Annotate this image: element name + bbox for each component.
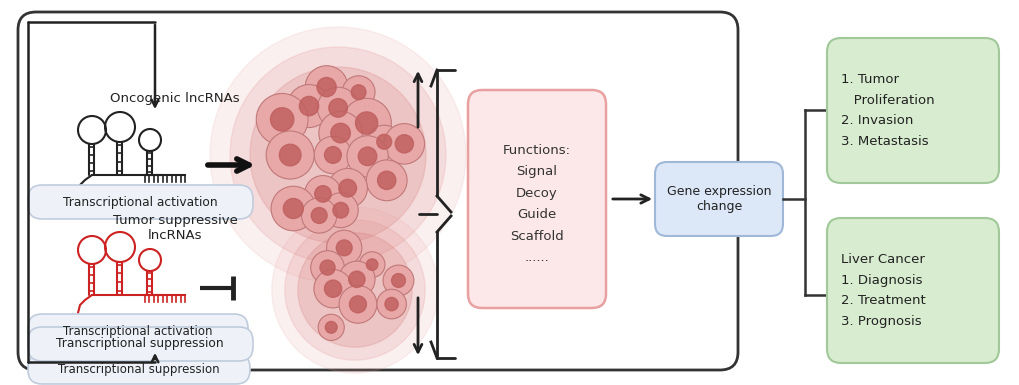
Circle shape (346, 136, 388, 177)
Circle shape (366, 160, 407, 201)
Text: 1. Tumor
   Proliferation
2. Invasion
3. Metastasis: 1. Tumor Proliferation 2. Invasion 3. Me… (841, 73, 933, 148)
Circle shape (271, 207, 438, 373)
Circle shape (266, 131, 314, 179)
Circle shape (384, 124, 424, 164)
Circle shape (317, 77, 336, 97)
Circle shape (324, 280, 341, 297)
Circle shape (384, 298, 397, 311)
Circle shape (283, 199, 303, 219)
Circle shape (328, 169, 367, 208)
Text: Oncogenic lncRNAs: Oncogenic lncRNAs (110, 92, 239, 104)
Circle shape (287, 85, 330, 127)
Circle shape (391, 274, 405, 288)
Text: Gene expression
change: Gene expression change (666, 185, 770, 213)
Circle shape (325, 321, 336, 333)
Circle shape (332, 203, 348, 218)
Circle shape (320, 260, 335, 275)
Circle shape (341, 98, 391, 148)
Circle shape (376, 134, 391, 149)
Circle shape (318, 314, 344, 340)
Circle shape (311, 208, 327, 223)
Circle shape (338, 285, 376, 323)
FancyBboxPatch shape (826, 38, 998, 183)
Text: Transcriptional suppression: Transcriptional suppression (58, 363, 220, 375)
Circle shape (210, 27, 466, 283)
Circle shape (314, 270, 352, 308)
Circle shape (348, 271, 365, 288)
Circle shape (250, 67, 426, 243)
FancyBboxPatch shape (826, 218, 998, 363)
Text: Transcriptional suppression: Transcriptional suppression (56, 338, 223, 350)
FancyBboxPatch shape (468, 90, 605, 308)
Circle shape (367, 125, 400, 158)
Circle shape (328, 99, 347, 117)
Circle shape (314, 186, 331, 202)
FancyBboxPatch shape (28, 354, 250, 384)
Circle shape (270, 108, 293, 131)
Circle shape (324, 147, 341, 163)
FancyBboxPatch shape (18, 12, 738, 370)
Circle shape (338, 261, 375, 298)
Circle shape (317, 87, 359, 129)
Text: Transcriptional activation: Transcriptional activation (62, 196, 217, 209)
Circle shape (271, 186, 315, 231)
Circle shape (302, 198, 336, 233)
Text: Transcriptional activation: Transcriptional activation (63, 325, 213, 338)
Circle shape (366, 259, 378, 270)
Circle shape (394, 135, 413, 153)
FancyBboxPatch shape (28, 185, 253, 219)
Circle shape (299, 96, 318, 116)
Circle shape (323, 193, 358, 228)
Text: Tumor suppressive
lncRNAs: Tumor suppressive lncRNAs (112, 214, 237, 242)
Circle shape (284, 220, 425, 360)
FancyBboxPatch shape (28, 327, 253, 361)
Circle shape (256, 94, 308, 145)
Circle shape (376, 289, 406, 319)
Circle shape (356, 112, 377, 134)
Circle shape (305, 176, 341, 212)
Text: Liver Cancer
1. Diagnosis
2. Treatment
3. Prognosis: Liver Cancer 1. Diagnosis 2. Treatment 3… (841, 253, 925, 328)
FancyBboxPatch shape (654, 162, 783, 236)
Circle shape (319, 111, 362, 155)
Text: Functions:
Signal
Decoy
Guide
Scaffold
......: Functions: Signal Decoy Guide Scaffold .… (502, 144, 571, 264)
Circle shape (359, 252, 384, 278)
Circle shape (336, 240, 352, 256)
Circle shape (314, 136, 352, 174)
Circle shape (229, 47, 445, 263)
Circle shape (342, 76, 375, 109)
Circle shape (383, 265, 414, 296)
Circle shape (350, 296, 366, 313)
Circle shape (377, 171, 395, 189)
FancyBboxPatch shape (28, 314, 248, 348)
Circle shape (305, 66, 347, 109)
Circle shape (351, 85, 366, 100)
Circle shape (358, 147, 376, 166)
Circle shape (326, 230, 362, 266)
Circle shape (311, 251, 344, 285)
Circle shape (279, 144, 301, 166)
Circle shape (338, 179, 357, 197)
Circle shape (330, 123, 350, 143)
Circle shape (298, 233, 412, 347)
